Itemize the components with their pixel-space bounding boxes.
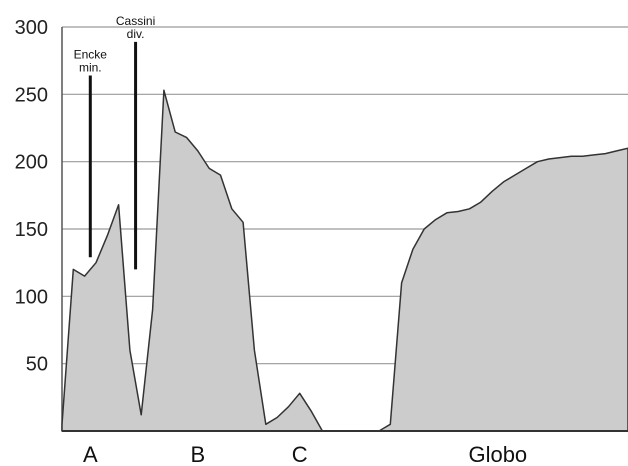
- y-tick-label: 200: [15, 152, 48, 174]
- annotation-label: div.: [127, 27, 145, 41]
- x-category-label: C: [292, 442, 308, 466]
- x-category-label: Globo: [468, 442, 527, 466]
- y-tick-label: 150: [15, 219, 48, 241]
- annotation-label: Cassini: [116, 14, 155, 28]
- x-category-label: B: [190, 442, 205, 466]
- area-series: [61, 89, 628, 432]
- y-tick-label: 50: [26, 354, 48, 376]
- annotation-label: Encke: [74, 47, 108, 61]
- y-tick-label: 300: [15, 17, 48, 39]
- x-category-label: A: [83, 442, 98, 466]
- y-tick-label: 100: [15, 286, 48, 308]
- annotation-label: min.: [79, 60, 102, 74]
- y-tick-label: 250: [15, 84, 48, 106]
